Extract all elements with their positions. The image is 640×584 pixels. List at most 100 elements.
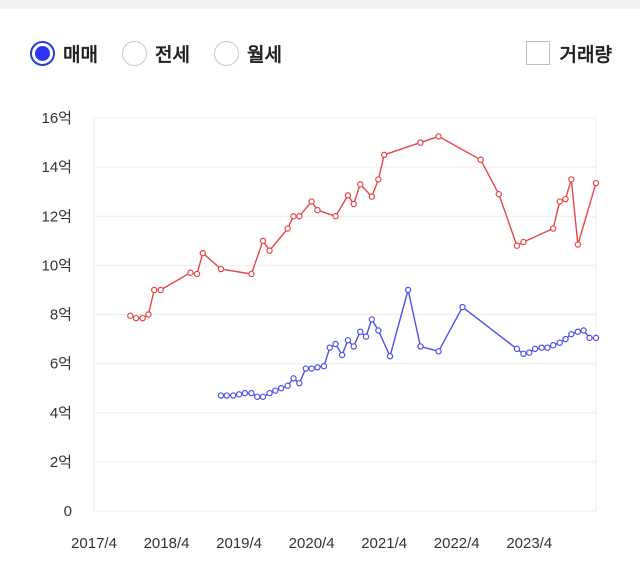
data-point[interactable] xyxy=(308,198,315,205)
data-point[interactable] xyxy=(350,200,357,208)
y-tick-label: 16억 xyxy=(42,110,73,127)
data-point[interactable] xyxy=(290,213,297,220)
series-line-0 xyxy=(130,135,597,319)
data-point[interactable] xyxy=(357,328,364,335)
data-point[interactable] xyxy=(284,225,291,232)
data-point[interactable] xyxy=(350,343,357,350)
data-point[interactable] xyxy=(568,176,575,183)
data-point[interactable] xyxy=(302,365,310,372)
checkbox-icon[interactable] xyxy=(525,41,550,65)
data-point[interactable] xyxy=(562,195,569,203)
data-point[interactable] xyxy=(592,334,600,342)
data-point[interactable] xyxy=(513,242,521,249)
data-point[interactable] xyxy=(520,238,527,246)
data-point[interactable] xyxy=(435,133,442,140)
price-line-chart: 0 2억 4억 6억 8억 10억 12억 14억 16억 2017/4 2018/4 2019/4 2… xyxy=(42,110,600,552)
data-point[interactable] xyxy=(568,330,575,338)
data-point[interactable] xyxy=(459,303,466,311)
data-point[interactable] xyxy=(477,156,484,163)
data-point[interactable] xyxy=(375,176,382,183)
data-point[interactable] xyxy=(241,389,249,397)
data-point[interactable] xyxy=(386,353,394,360)
radio-unchecked-icon[interactable] xyxy=(122,40,147,66)
data-point[interactable] xyxy=(254,393,261,400)
data-point[interactable] xyxy=(344,192,352,199)
data-point[interactable] xyxy=(277,384,285,392)
radio-jeonse[interactable]: 전세 xyxy=(122,36,190,70)
data-point[interactable] xyxy=(574,241,582,248)
data-point[interactable] xyxy=(338,351,346,359)
data-point[interactable] xyxy=(266,389,273,397)
data-point[interactable] xyxy=(404,286,412,294)
radio-sale[interactable]: 매매 xyxy=(30,36,98,70)
data-point[interactable] xyxy=(217,392,225,399)
data-point[interactable] xyxy=(326,344,333,351)
data-point[interactable] xyxy=(556,198,563,205)
data-point[interactable] xyxy=(199,249,207,257)
data-point[interactable] xyxy=(284,382,291,389)
data-point[interactable] xyxy=(375,327,382,334)
data-point[interactable] xyxy=(520,350,527,357)
radio-monthly-label: 월세 xyxy=(247,44,282,66)
data-point[interactable] xyxy=(259,393,267,400)
top-strip xyxy=(0,0,640,9)
data-point[interactable] xyxy=(538,344,545,351)
data-point[interactable] xyxy=(193,270,201,278)
data-point[interactable] xyxy=(259,237,267,245)
data-point[interactable] xyxy=(417,343,424,350)
data-point[interactable] xyxy=(272,387,279,394)
radio-unchecked-icon[interactable] xyxy=(214,40,239,66)
data-point[interactable] xyxy=(549,225,557,232)
data-point[interactable] xyxy=(314,206,321,214)
x-tick-label: 2019/4 xyxy=(216,535,262,552)
y-tick-label: 14억 xyxy=(42,159,73,176)
data-point[interactable] xyxy=(230,392,237,399)
data-point[interactable] xyxy=(296,213,303,220)
data-point[interactable] xyxy=(266,247,273,254)
data-point[interactable] xyxy=(344,337,352,344)
data-point[interactable] xyxy=(235,391,243,398)
data-point[interactable] xyxy=(248,270,255,278)
volume-checkbox[interactable]: 거래량 xyxy=(525,36,612,70)
data-point[interactable] xyxy=(127,312,134,319)
radio-checked-icon[interactable] xyxy=(30,40,55,66)
data-point[interactable] xyxy=(157,286,164,294)
data-point[interactable] xyxy=(132,314,140,322)
data-point[interactable] xyxy=(320,362,328,370)
data-point[interactable] xyxy=(549,342,557,349)
data-point[interactable] xyxy=(248,389,255,397)
data-point[interactable] xyxy=(187,269,194,276)
data-point[interactable] xyxy=(290,375,297,382)
data-point[interactable] xyxy=(145,311,152,318)
y-tick-label: 2억 xyxy=(50,454,72,471)
data-point[interactable] xyxy=(308,365,315,372)
data-point[interactable] xyxy=(417,139,424,146)
data-point[interactable] xyxy=(380,151,388,159)
data-point[interactable] xyxy=(296,380,303,387)
data-point[interactable] xyxy=(435,348,442,355)
data-point[interactable] xyxy=(526,349,533,356)
data-point[interactable] xyxy=(580,327,587,334)
data-point[interactable] xyxy=(139,314,146,322)
data-point[interactable] xyxy=(151,286,158,294)
data-point[interactable] xyxy=(332,340,339,348)
data-point[interactable] xyxy=(531,345,539,353)
data-point[interactable] xyxy=(362,333,370,340)
data-point[interactable] xyxy=(586,334,593,342)
data-point[interactable] xyxy=(314,364,321,371)
data-point[interactable] xyxy=(332,213,339,220)
radio-monthly[interactable]: 월세 xyxy=(214,36,282,70)
data-point[interactable] xyxy=(368,316,376,323)
data-point[interactable] xyxy=(357,181,364,188)
y-tick-label: 10억 xyxy=(42,257,73,274)
data-point[interactable] xyxy=(544,344,551,351)
data-point[interactable] xyxy=(556,339,563,346)
data-point[interactable] xyxy=(368,193,376,200)
data-point[interactable] xyxy=(223,392,230,399)
data-point[interactable] xyxy=(574,328,582,335)
data-point[interactable] xyxy=(217,265,225,273)
data-point[interactable] xyxy=(513,345,521,353)
data-point[interactable] xyxy=(562,335,569,343)
data-point[interactable] xyxy=(495,190,502,198)
data-point[interactable] xyxy=(592,179,600,187)
